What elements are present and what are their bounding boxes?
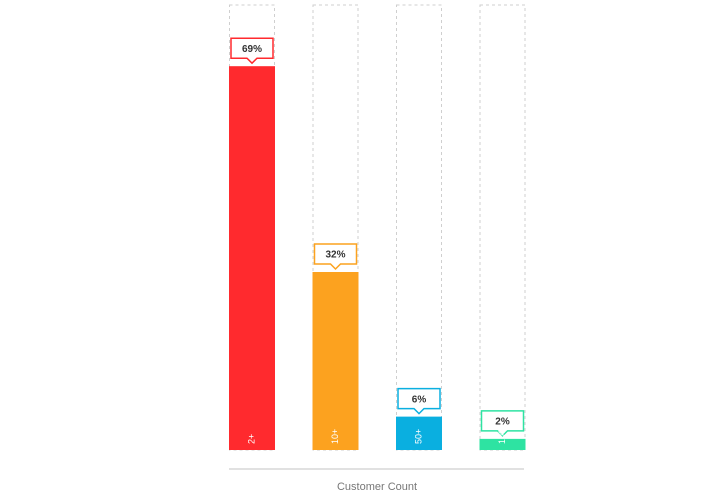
category-label: 10+ [330, 429, 340, 444]
category-label: 50+ [413, 429, 423, 444]
value-callout [313, 243, 358, 271]
bar-track [396, 4, 442, 451]
value-label: 32% [325, 250, 345, 261]
bar [312, 272, 359, 450]
bar [229, 66, 275, 450]
x-axis-title: Customer Count [337, 481, 417, 493]
category-label: 100+ [497, 424, 507, 444]
bar [479, 438, 526, 450]
value-label: 2% [495, 417, 510, 428]
bar [396, 416, 442, 450]
value-label: 69% [242, 44, 262, 55]
value-callout [397, 387, 441, 415]
value-label: 6% [412, 394, 427, 405]
value-callout [480, 410, 525, 437]
value-callout [230, 37, 274, 65]
category-label: 2+ [246, 434, 256, 444]
bar-track [479, 4, 526, 451]
